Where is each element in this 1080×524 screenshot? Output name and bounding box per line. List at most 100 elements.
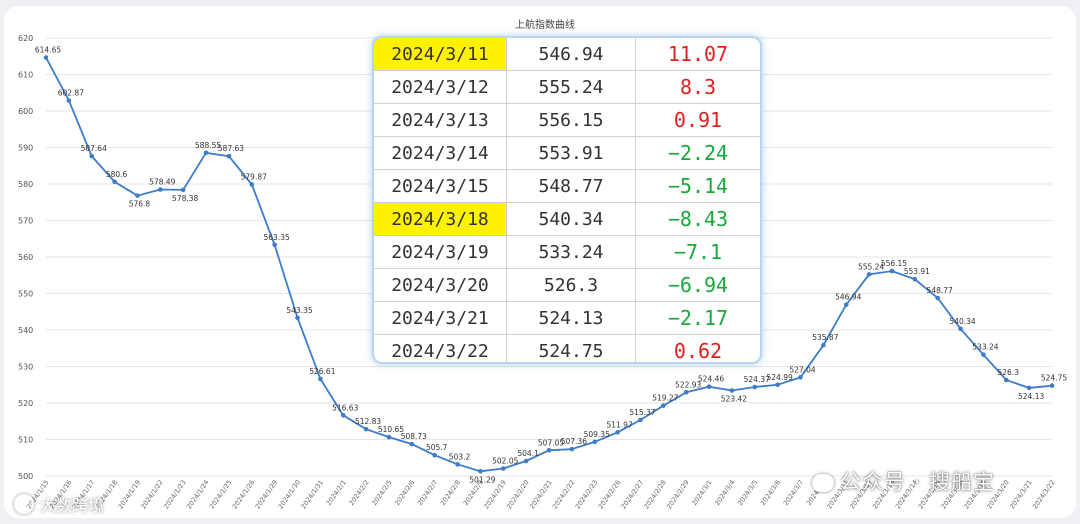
x-tick-label: 2024/3/6	[759, 479, 782, 508]
y-tick-label: 550	[18, 290, 33, 299]
data-point	[135, 193, 140, 198]
data-point	[340, 413, 346, 418]
table-row: 2024/3/22 524.75 0.62	[374, 334, 760, 362]
data-label: 524.99	[767, 373, 793, 382]
x-tick-label: 2024/2/5	[370, 479, 393, 508]
data-point	[1003, 377, 1009, 383]
data-labels: 614.65 602.87 587.64 580.6 576.8 578.49 578.38…	[35, 46, 1067, 485]
value-cell: 524.75	[506, 334, 636, 362]
x-tick-label: 2024/3/22	[1031, 479, 1057, 511]
y-tick-label: 520	[18, 399, 33, 408]
data-point	[683, 390, 689, 395]
data-label: 602.87	[58, 89, 84, 98]
data-point	[226, 153, 232, 159]
data-point	[935, 295, 940, 301]
value-cell: 556.15	[506, 103, 636, 137]
data-label: 524.37	[744, 375, 770, 384]
data-point	[775, 382, 780, 388]
data-label: 526.61	[309, 367, 335, 376]
change-cell: −2.17	[635, 301, 760, 335]
value-cell: 555.24	[506, 70, 636, 104]
y-tick-label: 610	[18, 71, 33, 80]
data-label: 588.55	[195, 141, 221, 150]
data-point	[386, 434, 392, 440]
change-cell: 0.62	[635, 334, 760, 362]
data-label: 501.29	[469, 475, 495, 484]
data-point	[318, 376, 323, 382]
price-table-panel: 2024/3/11 546.94 11.07 2024/3/12 555.24 8.3 20…	[372, 36, 762, 364]
value-cell: 546.94	[506, 38, 636, 71]
x-tick-label: 2024/3/7	[782, 479, 805, 508]
data-label: 543.35	[286, 306, 312, 315]
change-cell: −8.43	[635, 202, 760, 236]
data-label: 526.3	[998, 368, 1020, 377]
table-row: 2024/3/15 548.77 −5.14	[374, 169, 760, 203]
change-cell: 11.07	[635, 38, 760, 71]
date-cell: 2024/3/11	[374, 38, 507, 71]
data-label: 587.64	[81, 144, 107, 153]
data-point	[478, 468, 483, 474]
y-axis-ticks: 500 510 520 530 540 550 560 570 580 590 600 610 620	[18, 34, 33, 481]
data-label: 512.83	[355, 417, 381, 426]
table-row: 2024/3/11 546.94 11.07	[374, 38, 760, 71]
wechat-icon	[812, 474, 834, 492]
data-label: 553.91	[904, 267, 930, 276]
data-point	[500, 466, 506, 471]
data-label: 535.87	[812, 333, 838, 342]
y-tick-label: 600	[18, 107, 33, 116]
data-label: 510.65	[378, 425, 404, 434]
data-label: 527.04	[789, 365, 815, 374]
date-cell: 2024/3/12	[374, 70, 507, 104]
data-point	[889, 268, 895, 274]
change-cell: 8.3	[635, 70, 760, 104]
data-points	[43, 55, 1055, 474]
y-tick-label: 620	[18, 34, 33, 43]
x-tick-label: 2024/2/6	[393, 479, 416, 508]
date-cell: 2024/3/14	[374, 136, 507, 170]
x-tick-label: 2024/2/7	[416, 479, 439, 508]
data-label: 502.05	[492, 457, 518, 466]
data-label: 546.94	[835, 293, 861, 302]
data-point	[569, 446, 575, 452]
data-point	[249, 182, 255, 187]
data-point	[363, 426, 369, 432]
data-label: 540.34	[949, 317, 975, 326]
date-cell: 2024/3/13	[374, 103, 507, 137]
data-label: 578.49	[149, 178, 175, 187]
x-tick-label: 2024/1/31	[299, 479, 325, 511]
data-point	[638, 417, 643, 423]
data-point	[615, 430, 620, 435]
data-label: 505.7	[426, 443, 448, 452]
y-tick-label: 590	[18, 144, 33, 153]
table-row: 2024/3/18 540.34 −8.43	[374, 202, 760, 236]
data-label: 523.42	[721, 395, 747, 404]
y-tick-label: 570	[18, 217, 33, 226]
data-point	[455, 462, 460, 467]
data-point	[66, 98, 72, 103]
data-point	[843, 302, 849, 307]
data-label: 587.63	[218, 144, 244, 153]
data-label: 579.87	[241, 172, 267, 181]
data-point	[295, 315, 300, 321]
x-tick-label: 2024/3/4	[713, 479, 736, 508]
data-label: 522.93	[675, 380, 701, 389]
data-point	[112, 179, 117, 185]
x-tick-label: 2024/2/8	[439, 479, 462, 508]
change-cell: −5.14	[635, 169, 760, 203]
data-label: 507.36	[561, 437, 587, 446]
data-label: 580.6	[106, 170, 128, 179]
data-point	[752, 384, 758, 390]
data-point	[43, 55, 49, 60]
table-row: 2024/3/14 553.91 −2.24	[374, 136, 760, 170]
data-point	[180, 187, 186, 193]
change-cell: 0.91	[635, 103, 760, 137]
watermark-right-text: 公众号 · 搜船宝	[840, 470, 996, 494]
y-tick-label: 530	[18, 363, 33, 372]
data-label: 511.97	[606, 420, 632, 429]
y-tick-label: 580	[18, 180, 33, 189]
data-point	[866, 272, 872, 277]
data-label: 524.75	[1041, 374, 1067, 383]
data-point	[729, 388, 735, 393]
data-point	[409, 441, 415, 447]
value-cell: 553.91	[506, 136, 636, 170]
